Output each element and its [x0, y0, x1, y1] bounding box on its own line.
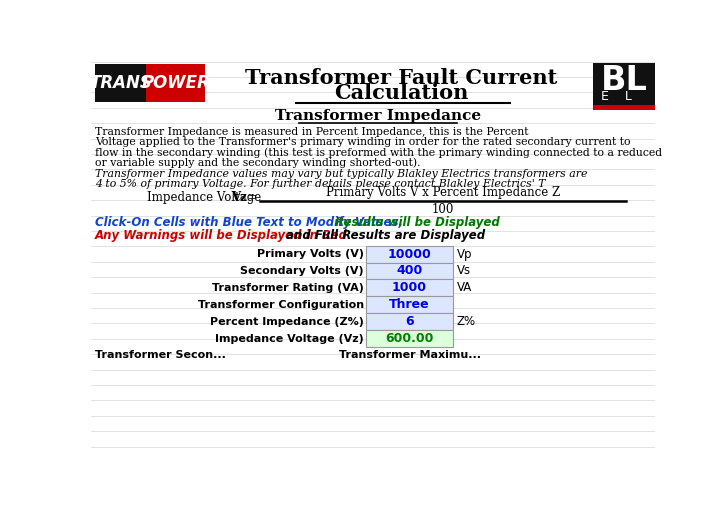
Text: Any Warnings will be Displayed in Red: Any Warnings will be Displayed in Red	[95, 229, 348, 242]
Text: 6: 6	[405, 315, 414, 328]
Text: Three: Three	[389, 299, 430, 311]
Text: 400: 400	[397, 265, 423, 278]
Bar	[366, 263, 453, 280]
Text: 600.00: 600.00	[385, 332, 434, 345]
Text: Click-On Cells with Blue Text to Modify Values,: Click-On Cells with Blue Text to Modify …	[95, 216, 403, 229]
Bar	[366, 297, 453, 313]
Text: Vz: Vz	[232, 191, 247, 204]
Bar	[146, 64, 205, 103]
Bar	[366, 280, 453, 297]
Text: Transformer Fault Current: Transformer Fault Current	[245, 68, 557, 88]
Text: =: =	[244, 191, 257, 204]
Text: Impedance Voltage (Vz): Impedance Voltage (Vz)	[215, 334, 364, 344]
Text: Impedance Voltage: Impedance Voltage	[147, 191, 265, 204]
Text: Transformer Maximu...: Transformer Maximu...	[339, 350, 480, 360]
Bar	[95, 64, 205, 103]
Text: Transformer Impedance is measured in Percent Impedance, this is the Percent: Transformer Impedance is measured in Per…	[95, 127, 529, 137]
Text: Vs: Vs	[456, 265, 471, 278]
Text: flow in the secondary winding (this test is preformed with the primary winding c: flow in the secondary winding (this test…	[95, 147, 662, 157]
Text: E    L: E L	[601, 90, 632, 103]
Text: 100: 100	[432, 203, 454, 216]
Bar	[366, 330, 453, 347]
Text: Transformer Secon...: Transformer Secon...	[95, 350, 226, 360]
Text: Transformer Impedance values may vary but typically Blakley Electrics transforme: Transformer Impedance values may vary bu…	[95, 169, 587, 180]
Text: Percent Impedance (Z%): Percent Impedance (Z%)	[210, 317, 364, 327]
Text: TRANS: TRANS	[89, 74, 152, 92]
Text: VA: VA	[456, 282, 472, 294]
Text: 1000: 1000	[392, 282, 427, 294]
Text: Voltage applied to the Transformer's primary winding in order for the rated seco: Voltage applied to the Transformer's pri…	[95, 137, 630, 147]
Text: Secondary Volts (V): Secondary Volts (V)	[240, 266, 364, 276]
Text: BL: BL	[601, 64, 648, 96]
Bar	[366, 313, 453, 330]
Bar	[366, 246, 453, 263]
Text: Transformer Rating (VA): Transformer Rating (VA)	[212, 283, 364, 293]
Text: or variable supply and the secondary winding shorted-out).: or variable supply and the secondary win…	[95, 157, 420, 168]
Text: Vp: Vp	[456, 248, 472, 261]
Text: 4 to 5% of primary Voltage. For further details please contact Blakley Electrics: 4 to 5% of primary Voltage. For further …	[95, 180, 545, 189]
Text: Primary Volts V x Percent Impedance Z: Primary Volts V x Percent Impedance Z	[325, 186, 560, 199]
Text: 10000: 10000	[387, 248, 432, 261]
Text: Calculation: Calculation	[334, 83, 468, 103]
Text: Primary Volts (V): Primary Volts (V)	[257, 249, 364, 259]
Text: Transformer Impedance: Transformer Impedance	[274, 109, 480, 123]
Bar	[593, 106, 657, 110]
Text: Z%: Z%	[456, 315, 476, 328]
Text: Transformer Configuration: Transformer Configuration	[198, 300, 364, 310]
Bar	[593, 63, 657, 106]
Text: POWER: POWER	[142, 74, 210, 92]
Text: Results will be Displayed: Results will be Displayed	[331, 216, 500, 229]
Text: and Full Results are Displayed: and Full Results are Displayed	[282, 229, 486, 242]
